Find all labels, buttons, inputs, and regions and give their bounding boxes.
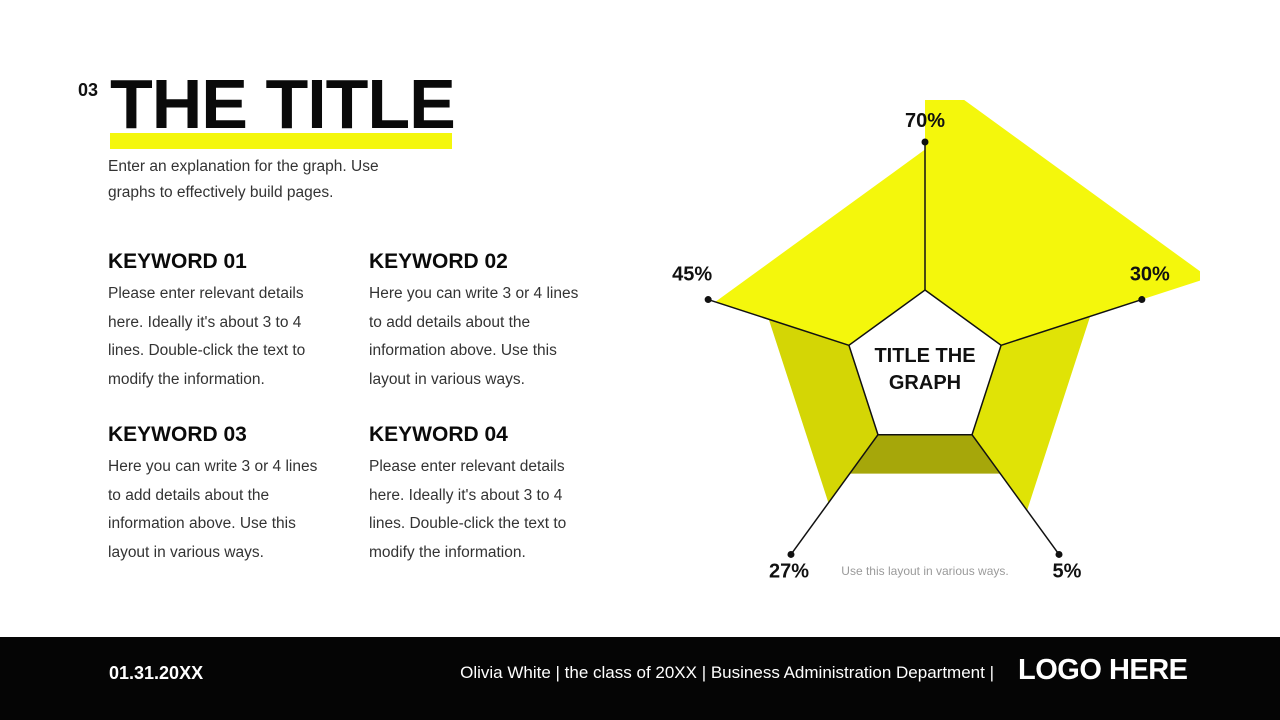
keyword-block-3: KEYWORD 03 Here you can write 3 or 4 lin… — [108, 421, 333, 567]
chart-value-label: 45% — [672, 264, 712, 286]
chart-segment-1 — [925, 100, 1200, 346]
chart-segment-3 — [849, 434, 1001, 474]
chart-tick-line — [790, 434, 879, 555]
keyword-title: KEYWORD 02 — [369, 250, 508, 273]
footer-bar: 01.31.20XX Olivia White | the class of 2… — [0, 637, 1280, 720]
chart-segment-2 — [972, 316, 1091, 511]
chart-value-label: 5% — [1053, 560, 1082, 582]
chart-center — [848, 289, 1002, 436]
chart-tick-line — [1000, 298, 1143, 346]
chart-tick-line — [971, 434, 1060, 555]
chart-tick-line — [707, 298, 850, 346]
footer-date: 01.31.20XX — [109, 663, 204, 683]
graph-description: Enter an explanation for the graph. Use … — [108, 158, 379, 201]
title-underline-bar — [110, 133, 452, 149]
keyword-block-2: KEYWORD 02 Here you can write 3 or 4 lin… — [369, 248, 594, 394]
chart-value-label: 27% — [769, 560, 809, 582]
chart-title: TITLE THE — [874, 345, 975, 367]
chart-caption: Use this layout in various ways. — [841, 564, 1008, 578]
keyword-body: Please enter relevant details here. Idea… — [369, 458, 567, 561]
keyword-title: KEYWORD 04 — [369, 423, 508, 446]
keyword-title: KEYWORD 01 — [108, 250, 247, 273]
chart-tick-dot — [1138, 296, 1146, 304]
chart-tick-dot — [704, 296, 712, 304]
chart-tick-dot — [787, 550, 795, 558]
chart-segment-5 — [715, 149, 925, 346]
chart-title: GRAPH — [889, 372, 961, 394]
keyword-title: KEYWORD 03 — [108, 423, 247, 446]
keyword-body: Please enter relevant details here. Idea… — [108, 285, 306, 388]
chart-value-label: 70% — [905, 110, 945, 132]
keyword-block-4: KEYWORD 04 Please enter relevant details… — [369, 421, 594, 567]
keyword-body: Here you can write 3 or 4 lines to add d… — [369, 285, 579, 388]
keyword-body: Here you can write 3 or 4 lines to add d… — [108, 458, 318, 561]
pentagon-chart: 70% 30% 5% 27% 45% TITLE THE GRAPH Use this lay… — [672, 100, 1200, 582]
chart-value-label: 30% — [1130, 264, 1170, 286]
chart-tick-dot — [1055, 550, 1063, 558]
keyword-block-1: KEYWORD 01 Please enter relevant details… — [108, 248, 333, 394]
page-title: THE TITLE — [110, 65, 456, 143]
logo-placeholder: LOGO HERE — [1018, 654, 1188, 686]
chart-tick-dot — [921, 138, 929, 146]
chart-segment-4 — [768, 319, 878, 503]
slide-number: 03 — [78, 80, 99, 100]
footer-byline: Olivia White | the class of 20XX | Busin… — [460, 663, 994, 682]
